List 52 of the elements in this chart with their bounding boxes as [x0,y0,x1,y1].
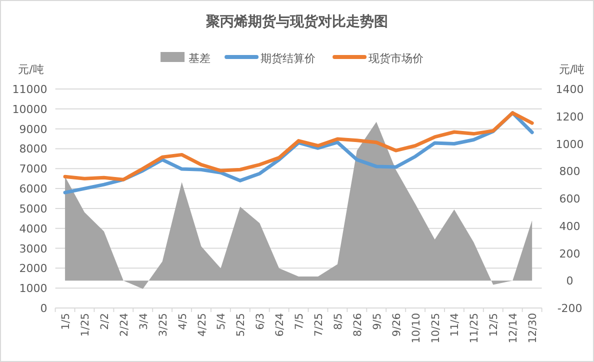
y-tick-label: 4000 [19,222,48,236]
x-tick-label: 5/25 [235,313,248,337]
y-tick-label: 6000 [19,182,48,196]
x-tick-label: 12/14 [508,312,520,344]
x-tick-label: 9/5 [371,313,384,330]
x-tick-label: 6/3 [254,313,267,330]
x-tick-label: 12/5 [488,313,500,337]
y-tick-label: 5000 [19,202,48,216]
y2-tick-label: 0 [566,274,574,288]
y-tick-label: 7000 [19,162,48,176]
x-tick-label: 2/24 [118,312,130,337]
x-tick-label: 4/25 [196,313,208,337]
y2-tick-label: 1200 [556,110,584,124]
y-tick-label: 1000 [19,282,48,296]
x-tick-label: 10/10 [410,313,422,344]
x-tick-label: 11/25 [468,313,481,344]
x-tick-label: 4/5 [176,313,189,330]
x-tick-label: 8/5 [332,313,344,330]
y-tick-label: 11000 [12,83,48,96]
y-tick-label: 2000 [19,262,48,276]
y2-tick-label: 200 [559,247,580,260]
x-tick-label: 9/26 [390,312,403,337]
x-tick-label: 6/24 [274,312,286,337]
legend-label: 基差 [188,52,211,65]
x-tick-label: 7/5 [294,313,306,330]
x-tick-label: 3/4 [138,312,150,330]
legend-label: 现货市场价 [368,52,424,65]
y-tick-label: 10000 [12,102,48,116]
y2-tick-label: 400 [559,220,580,233]
legend-label: 期货结算价 [260,52,316,65]
x-tick-label: 1/5 [60,313,72,330]
x-tick-label: 12/30 [527,313,540,344]
y2-tick-label: 800 [559,165,580,178]
y2-tick-label: 600 [559,192,580,206]
y-tick-label: 3000 [19,242,48,256]
x-tick-label: 7/25 [313,313,326,337]
y2-tick-label: -200 [557,302,582,315]
y2-axis-title: 元/吨 [558,63,585,76]
x-tick-label: 8/26 [352,312,364,337]
y-axis-title: 元/吨 [18,63,44,76]
x-tick-label: 1/25 [79,313,92,337]
x-tick-label: 10/25 [430,313,442,344]
y-tick-label: 0 [40,302,48,315]
y-tick-label: 9000 [19,122,48,136]
y2-tick-label: 1400 [556,83,584,96]
x-tick-label: 11/4 [449,312,462,337]
x-tick-label: 2/2 [98,313,111,330]
x-tick-label: 5/4 [216,312,228,330]
chart-title: 聚丙烯期货与现货对比走势图 [205,14,388,30]
x-tick-label: 3/25 [157,313,170,337]
y2-tick-label: 1000 [556,138,584,151]
y-tick-label: 8000 [19,142,48,156]
